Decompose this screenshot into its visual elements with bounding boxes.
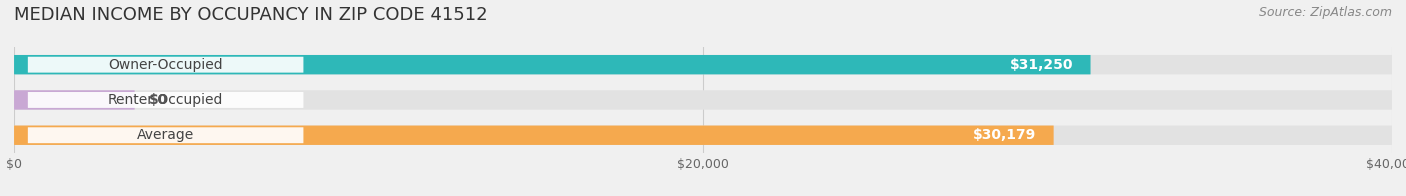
FancyBboxPatch shape — [28, 57, 304, 73]
Text: Owner-Occupied: Owner-Occupied — [108, 58, 224, 72]
FancyBboxPatch shape — [14, 126, 1053, 145]
FancyBboxPatch shape — [14, 55, 1392, 74]
FancyBboxPatch shape — [14, 55, 1091, 74]
Text: Source: ZipAtlas.com: Source: ZipAtlas.com — [1258, 6, 1392, 19]
FancyBboxPatch shape — [14, 126, 1392, 145]
Text: $30,179: $30,179 — [973, 128, 1036, 142]
Text: $0: $0 — [149, 93, 167, 107]
FancyBboxPatch shape — [28, 92, 304, 108]
Text: MEDIAN INCOME BY OCCUPANCY IN ZIP CODE 41512: MEDIAN INCOME BY OCCUPANCY IN ZIP CODE 4… — [14, 6, 488, 24]
Text: Average: Average — [136, 128, 194, 142]
FancyBboxPatch shape — [14, 90, 1392, 110]
Text: Renter-Occupied: Renter-Occupied — [108, 93, 224, 107]
FancyBboxPatch shape — [14, 90, 135, 110]
FancyBboxPatch shape — [28, 127, 304, 143]
Text: $31,250: $31,250 — [1010, 58, 1073, 72]
